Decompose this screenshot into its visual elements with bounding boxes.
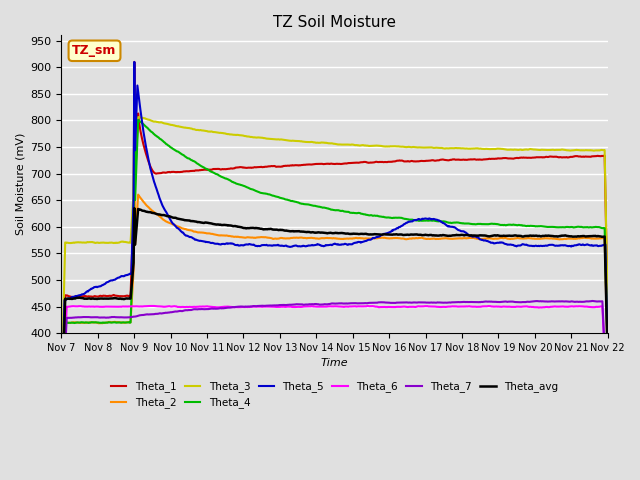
Title: TZ Soil Moisture: TZ Soil Moisture	[273, 15, 396, 30]
Y-axis label: Soil Moisture (mV): Soil Moisture (mV)	[15, 133, 25, 236]
X-axis label: Time: Time	[321, 359, 348, 369]
Text: TZ_sm: TZ_sm	[72, 44, 116, 57]
Legend: Theta_1, Theta_2, Theta_3, Theta_4, Theta_5, Theta_6, Theta_7, Theta_avg: Theta_1, Theta_2, Theta_3, Theta_4, Thet…	[106, 377, 563, 412]
